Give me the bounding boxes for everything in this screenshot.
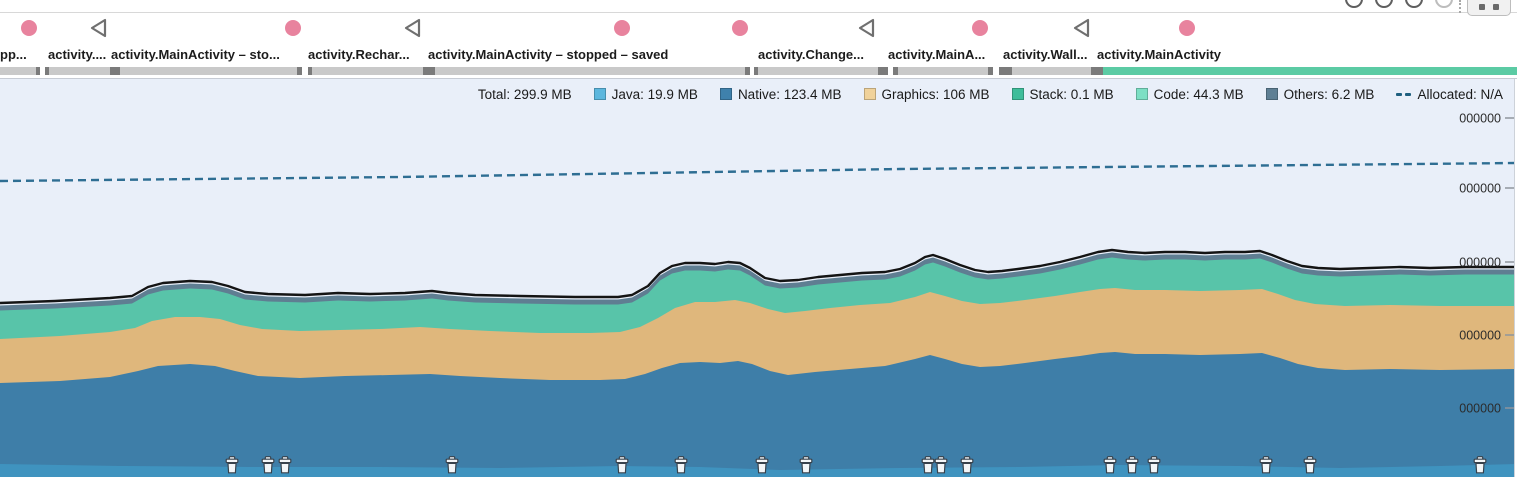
legend-swatch-icon: [593, 88, 606, 100]
activity-gap[interactable]: [302, 67, 308, 75]
legend-label: Stack: 0.1 MB: [1029, 86, 1114, 102]
activity-gap[interactable]: [993, 67, 999, 75]
axis-tick-label: 000000: [1459, 329, 1501, 343]
legend-label: Native: 123.4 MB: [737, 86, 842, 102]
right-edge-gutter: [1515, 79, 1517, 477]
back-navigation-icon[interactable]: [1070, 15, 1096, 46]
legend-swatch-icon: [1265, 88, 1278, 100]
legend-swatch-icon: [719, 88, 732, 100]
activity-state-marker[interactable]: [110, 67, 120, 75]
legend-label: Others: 6.2 MB: [1283, 86, 1375, 102]
allocated-dashed-line: [0, 161, 1517, 183]
legend-item: Native: 123.4 MB: [719, 86, 842, 102]
chart-top-separator: [0, 78, 1517, 79]
circle-icon[interactable]: [1405, 0, 1423, 8]
activity-label: activity.Change...: [758, 47, 864, 62]
back-navigation-icon[interactable]: [87, 15, 113, 46]
activity-state-marker[interactable]: [45, 67, 49, 75]
circle-icon[interactable]: [1375, 0, 1393, 8]
circle-icon-disabled[interactable]: [1435, 0, 1453, 8]
event-dot-icon[interactable]: [21, 20, 37, 36]
activity-gap[interactable]: [888, 67, 893, 75]
dot-icon: [1479, 4, 1485, 10]
legend-label: Allocated: N/A: [1417, 86, 1503, 102]
activity-label: activity.MainA...: [888, 47, 986, 62]
activity-label: activity.MainActivity: [1097, 47, 1222, 62]
legend-item: Java: 19.9 MB: [593, 86, 698, 102]
activity-state-marker[interactable]: [745, 67, 750, 75]
legend-swatch-icon: [863, 88, 876, 100]
legend-swatch-icon: [1011, 88, 1024, 100]
activity-label: activity.Rechar...: [308, 47, 410, 62]
axis-tick-label: 000000: [1459, 402, 1501, 416]
activity-gap[interactable]: [40, 67, 45, 75]
allocated-dash-icon: [1396, 92, 1412, 96]
legend-label: Graphics: 106 MB: [881, 86, 990, 102]
activity-label: activity....: [48, 47, 107, 62]
activity-alive-segment[interactable]: [0, 67, 1103, 75]
legend-item: Others: 6.2 MB: [1265, 86, 1375, 102]
axis-tick-label: 000000: [1459, 182, 1501, 196]
activity-state-marker[interactable]: [893, 67, 898, 75]
legend-item: Total: 299.9 MB: [478, 87, 572, 102]
legend-label: Java: 19.9 MB: [611, 86, 698, 102]
circle-icon[interactable]: [1345, 0, 1363, 8]
back-navigation-icon[interactable]: [401, 15, 427, 46]
event-dot-icon[interactable]: [972, 20, 988, 36]
legend-item: Allocated: N/A: [1396, 87, 1503, 102]
activity-state-marker[interactable]: [36, 67, 40, 75]
axis-tick-label: 000000: [1459, 256, 1501, 270]
activity-state-marker[interactable]: [423, 67, 435, 75]
axis-tick-label: 000000: [1459, 112, 1501, 126]
activity-label: pp...: [0, 47, 27, 62]
legend-item: Code: 44.3 MB: [1135, 86, 1244, 102]
activity-state-marker[interactable]: [297, 67, 302, 75]
activity-state-marker[interactable]: [988, 67, 993, 75]
activity-state-marker[interactable]: [878, 67, 888, 75]
activity-gap[interactable]: [750, 67, 754, 75]
right-axis: 000000 000000 000000 000000 000000: [1459, 112, 1514, 416]
memory-legend: Total: 299.9 MB Java: 19.9 MB Native: 123.…: [0, 83, 1503, 105]
activity-running-segment[interactable]: [1103, 67, 1517, 75]
legend-label: Code: 44.3 MB: [1153, 86, 1244, 102]
top-separator-line: [0, 12, 1517, 13]
event-dot-icon[interactable]: [732, 20, 748, 36]
activity-label: activity.MainActivity – stopped – saved: [428, 47, 669, 62]
activity-label: activity.Wall...: [1003, 47, 1088, 62]
legend-item: Graphics: 106 MB: [863, 86, 990, 102]
legend-item: Stack: 0.1 MB: [1011, 86, 1114, 102]
legend-swatch-icon: [1135, 88, 1148, 100]
activity-label: activity.MainActivity – sto...: [111, 47, 280, 62]
event-dot-icon[interactable]: [1179, 20, 1195, 36]
activity-state-marker[interactable]: [999, 67, 1012, 75]
session-options-button[interactable]: [1467, 0, 1511, 16]
event-dot-icon[interactable]: [614, 20, 630, 36]
activity-state-marker[interactable]: [1091, 67, 1103, 75]
activity-state-marker[interactable]: [308, 67, 312, 75]
total-memory-line: [0, 248, 1517, 305]
dot-icon: [1493, 4, 1499, 10]
back-navigation-icon[interactable]: [855, 15, 881, 46]
legend-label: Total: 299.9 MB: [477, 86, 572, 102]
event-dot-icon[interactable]: [285, 20, 301, 36]
native-area: [0, 352, 1517, 477]
toolbar-separator: [1459, 0, 1461, 13]
activity-state-marker[interactable]: [754, 67, 758, 75]
